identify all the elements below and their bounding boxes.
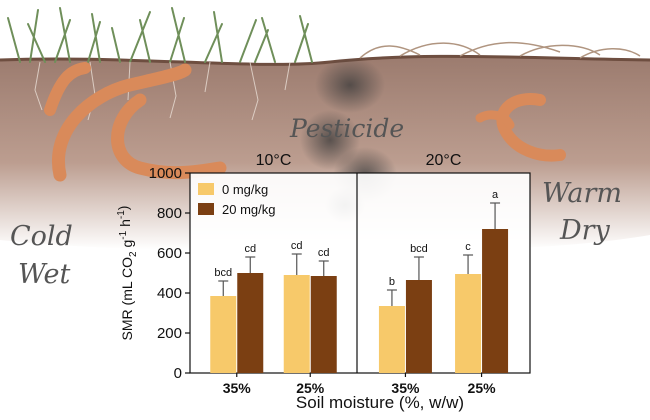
x-category-label: 25% xyxy=(468,380,497,396)
significance-letter: cd xyxy=(318,247,330,259)
earthworm-icon xyxy=(44,62,566,182)
legend-swatch xyxy=(198,203,214,215)
significance-letter: c xyxy=(465,241,471,253)
panel-title: 20°C xyxy=(426,152,462,169)
bar xyxy=(310,276,337,373)
bar xyxy=(482,229,509,373)
significance-letter: bcd xyxy=(410,243,428,255)
bar xyxy=(455,274,482,373)
bar xyxy=(283,275,310,373)
significance-letter: a xyxy=(492,189,499,201)
significance-letter: cd xyxy=(291,240,303,252)
bar xyxy=(210,296,237,373)
significance-letter: cd xyxy=(244,243,256,255)
y-tick-label: 600 xyxy=(157,245,182,262)
y-axis-label-part: 2 xyxy=(128,251,139,257)
grass-icon xyxy=(7,7,313,63)
y-axis-label-part: -1 xyxy=(118,230,129,239)
wet-label: Wet xyxy=(18,259,71,290)
legend-label: 0 mg/kg xyxy=(222,182,268,197)
y-axis-label-part: ) xyxy=(115,206,131,211)
y-tick-label: 0 xyxy=(174,365,182,382)
significance-letter: b xyxy=(389,276,395,288)
pesticide-label: Pesticide xyxy=(289,114,404,143)
x-axis-label: Soil moisture (%, w/w) xyxy=(296,393,464,412)
y-tick-label: 400 xyxy=(157,285,182,302)
y-axis-label-part: h xyxy=(117,219,133,231)
dry-label: Dry xyxy=(559,215,611,246)
y-axis-label-part: -1 xyxy=(116,210,127,219)
legend-label: 20 mg/kg xyxy=(222,202,275,217)
dry-grass-icon xyxy=(359,41,641,59)
bar xyxy=(405,280,432,373)
y-tick-label: 1000 xyxy=(149,165,182,182)
x-category-label: 35% xyxy=(391,380,420,396)
legend-swatch xyxy=(198,183,214,195)
y-axis-label: SMR (mL CO2 g-1 h-1) xyxy=(115,206,139,341)
x-category-label: 25% xyxy=(296,380,325,396)
y-axis-label-part: g xyxy=(119,240,135,252)
y-tick-label: 200 xyxy=(157,325,182,342)
significance-letter: bcd xyxy=(214,267,232,279)
y-axis-label-part: SMR (mL CO xyxy=(119,257,135,341)
bar xyxy=(237,273,264,373)
panel-title: 10°C xyxy=(256,152,292,169)
y-tick-label: 800 xyxy=(157,205,182,222)
warm-label: Warm xyxy=(542,178,622,209)
bar xyxy=(378,306,405,373)
x-category-label: 35% xyxy=(223,380,252,396)
cold-label: Cold xyxy=(10,221,73,252)
